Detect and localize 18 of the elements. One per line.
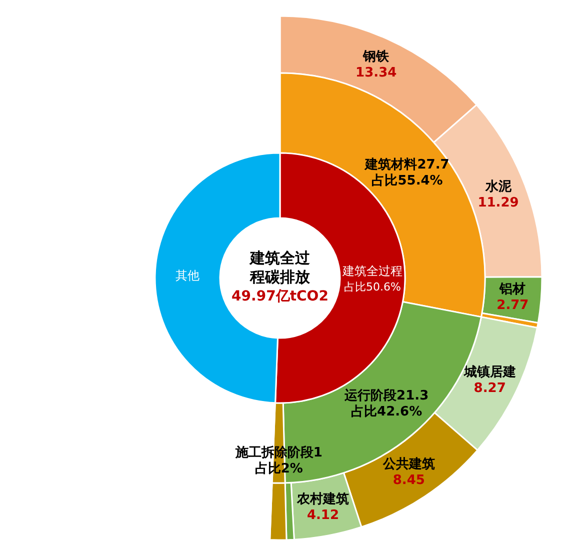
slice-label: 钢铁 xyxy=(362,50,390,65)
data-label: 占比50.6% xyxy=(344,280,401,294)
slice-label: 铝材 xyxy=(498,282,526,297)
slice-label: 农村建筑 xyxy=(296,492,349,507)
data-label: 2.77 xyxy=(496,298,529,313)
slice-label: 运行阶段21.3 xyxy=(344,387,429,404)
data-label: 4.12 xyxy=(306,508,340,523)
slice-label: 建筑全过程 xyxy=(341,264,402,278)
slice-label: 水泥 xyxy=(484,179,512,194)
slice-label: 公共建筑 xyxy=(382,457,435,472)
data-label: 占比42.6% xyxy=(351,404,422,420)
slice-label: 城镇居建 xyxy=(462,364,516,380)
slice-label: 建筑材料27.7 xyxy=(364,157,450,172)
data-label: 8.27 xyxy=(474,380,506,396)
data-label: 11.29 xyxy=(478,195,519,210)
data-label: 13.34 xyxy=(356,66,397,81)
data-label: 占比55.4% xyxy=(372,173,443,188)
data-label: 8.45 xyxy=(392,473,425,488)
